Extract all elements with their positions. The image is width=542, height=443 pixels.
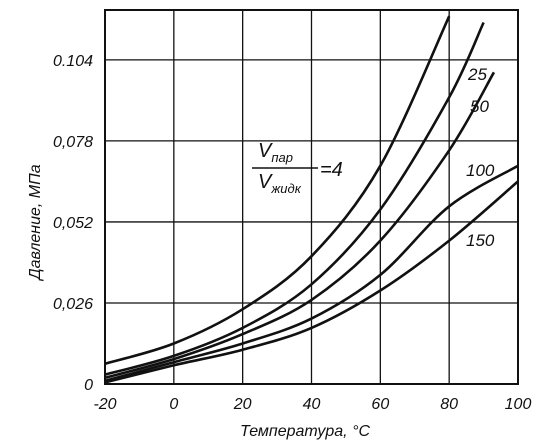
curves xyxy=(105,15,518,384)
series-curve-2 xyxy=(105,21,485,376)
x-tick-label: -20 xyxy=(93,396,116,413)
series-curve-5 xyxy=(105,180,518,384)
x-tick-label: 100 xyxy=(505,396,532,413)
x-tick-label: 80 xyxy=(440,396,458,413)
x-tick-label: 20 xyxy=(233,396,252,413)
x-axis-title: Температура, °C xyxy=(240,423,370,440)
series-label-150: 150 xyxy=(466,231,495,250)
x-tick-label: 0 xyxy=(169,396,178,413)
series-label-25: 25 xyxy=(467,65,487,84)
series-curve-4 xyxy=(105,164,518,383)
ratio-value: =4 xyxy=(320,159,343,181)
series-labels: 25 50 100 150 xyxy=(466,65,495,250)
series-curve-1 xyxy=(105,15,451,365)
ratio-denominator: Vжидк xyxy=(258,171,302,196)
y-tick-label: 0,052 xyxy=(53,215,93,232)
y-tick-label: 0,026 xyxy=(53,296,93,313)
grid xyxy=(105,10,518,384)
x-tick-label: 40 xyxy=(303,396,321,413)
y-tick-label: 0,078 xyxy=(53,134,93,151)
y-tick-label: 0.104 xyxy=(53,53,93,70)
series-label-50: 50 xyxy=(470,97,489,116)
y-tick-label: 0 xyxy=(84,377,93,394)
plot-frame xyxy=(104,9,519,385)
series-curve-3 xyxy=(105,71,496,380)
x-tick-label: 60 xyxy=(371,396,389,413)
volume-ratio-annotation: Vпар Vжидк =4 xyxy=(252,140,343,196)
ratio-numerator: Vпар xyxy=(258,140,293,165)
y-axis-title: Давление, МПа xyxy=(27,164,44,281)
series-label-100: 100 xyxy=(466,161,495,180)
